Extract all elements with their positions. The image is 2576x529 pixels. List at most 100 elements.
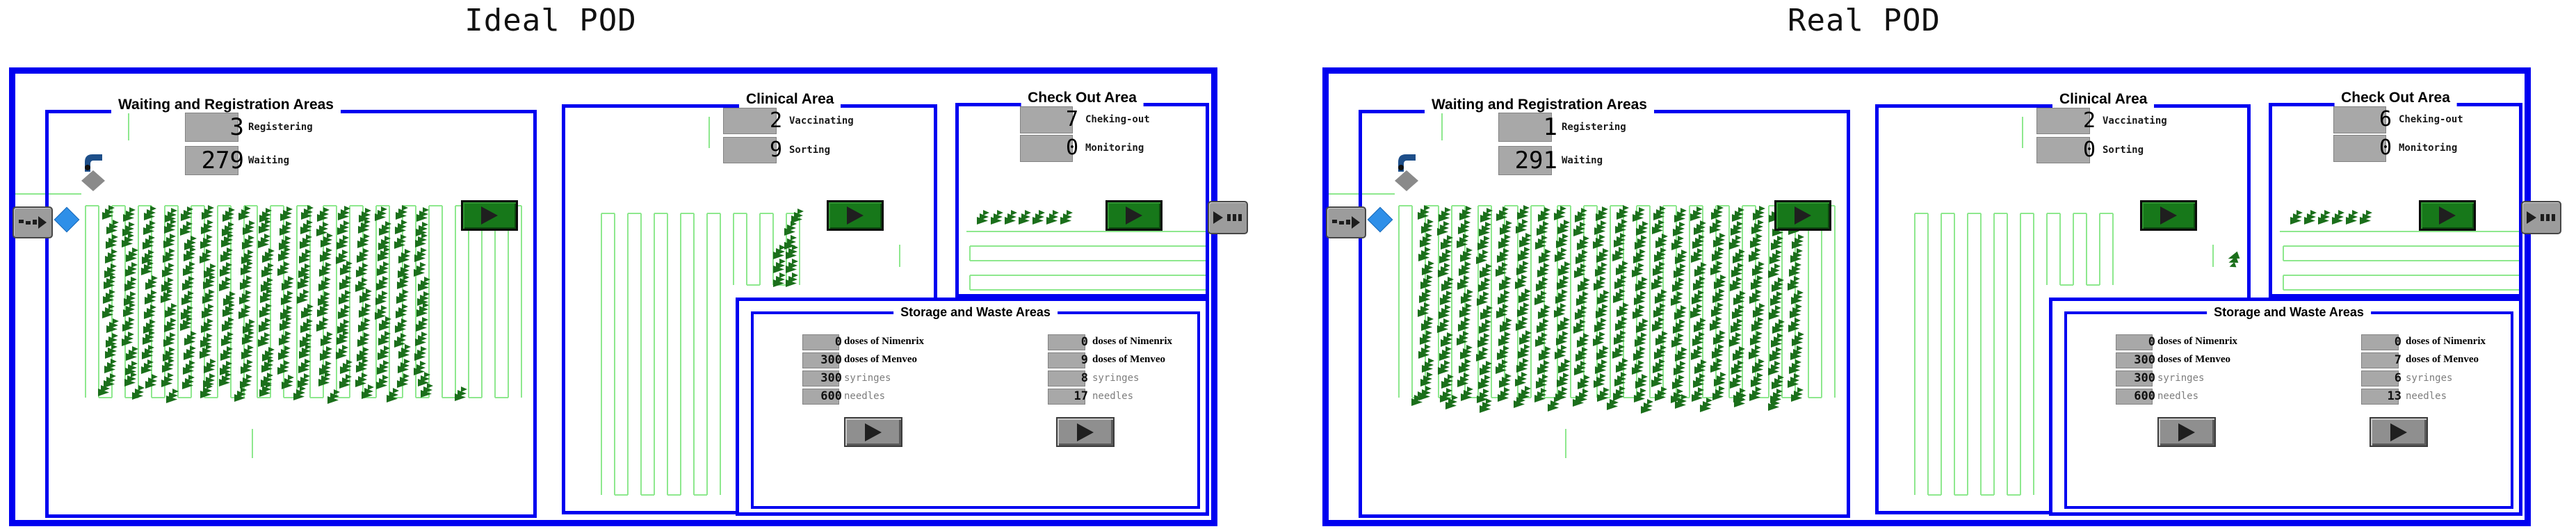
stock-menveo-label: doses of Menveo [844,354,917,365]
used-nimenrix-count: 0 [2394,335,2401,349]
checkout-server-button[interactable] [1105,200,1163,231]
area-title: Storage and Waste Areas [2207,305,2371,319]
used-needles-box [1048,389,1085,405]
monitoring-box [1020,135,1073,162]
sorting-count: 9 [769,138,782,162]
area-title: Check Out Area [2334,90,2457,106]
storage-waste-area: Storage and Waste Areas 0 doses of Nimen… [2064,305,2513,509]
monitoring-box [2333,135,2386,162]
entrance-source-icon [13,206,53,238]
registrar-person-icon [1393,151,1420,195]
pod-outer-border [9,67,1217,526]
sorting-box [723,137,777,163]
stock-menveo-count: 300 [820,353,842,367]
sorting-label: Sorting [2103,145,2144,156]
entrance-source-icon [1326,206,1366,238]
used-menveo-count: 7 [2394,353,2401,367]
used-syringes-count: 8 [1080,371,1088,385]
stock-menveo-box [802,352,839,368]
used-syringes-label: syringes [2406,373,2453,384]
stock-needles-label: needles [844,391,886,402]
ideal-pod-panel: Waiting and Registration Areas Clinical … [9,67,1248,526]
registering-box [1498,113,1552,142]
stock-menveo-box [2116,352,2153,368]
used-needles-label: needles [1092,391,1134,402]
used-needles-label: needles [2406,391,2447,402]
vaccinating-count: 2 [2082,108,2096,133]
play-icon [481,206,498,225]
waiting-label: Waiting [248,155,290,166]
play-icon [2439,206,2456,225]
registration-server-button[interactable] [1774,200,1831,231]
checking-out-count: 6 [2379,107,2392,131]
waiting-count: 291 [1514,147,1557,174]
stock-needles-count: 600 [2134,389,2155,403]
used-syringes-box [1048,371,1085,386]
monitoring-label: Monitoring [2399,143,2458,154]
vaccination-server-button[interactable] [827,200,884,231]
checking-out-count: 7 [1065,107,1078,131]
play-icon [2178,423,2195,441]
stock-menveo-label: doses of Menveo [2157,354,2230,365]
vaccination-server-button[interactable] [2140,200,2197,231]
used-nimenrix-label: doses of Nimenrix [1092,336,1172,347]
stock-menveo-count: 300 [2134,353,2155,367]
panel-title-ideal: Ideal POD [464,3,637,38]
waste-button[interactable] [2370,417,2428,447]
stock-syringes-box [802,371,839,386]
sorting-count: 0 [2082,138,2096,162]
restock-button[interactable] [2157,417,2216,447]
play-icon [847,206,864,225]
play-icon [1126,206,1142,225]
used-nimenrix-box [2361,334,2399,350]
stock-nimenrix-box [802,334,839,350]
waiting-label: Waiting [1562,155,1603,166]
used-menveo-label: doses of Menveo [2406,354,2479,365]
pod-outer-border [1322,67,2531,526]
used-menveo-count: 9 [1080,353,1088,367]
waiting-registration-area: Waiting and Registration Areas [45,97,537,518]
area-title: Clinical Area [2052,91,2155,108]
storage-waste-area: Storage and Waste Areas 0 doses of Nimen… [751,305,1200,509]
used-syringes-box [2361,371,2399,386]
restock-button[interactable] [844,417,902,447]
checking-out-box [1020,106,1073,133]
waste-button[interactable] [1056,417,1115,447]
checkout-server-button[interactable] [2419,200,2476,231]
vaccinating-count: 2 [769,108,782,133]
stock-nimenrix-count: 0 [2148,335,2155,349]
storage-outer-container [2049,298,2522,516]
checking-out-box [2333,106,2386,133]
play-icon [1077,423,1094,441]
stock-syringes-box [2116,371,2153,386]
exit-sink-icon [2521,201,2561,234]
stock-needles-count: 600 [820,389,842,403]
check-out-area: Check Out Area [2269,90,2522,298]
play-icon [1795,206,1811,225]
panel-title-real: Real POD [1788,3,1941,38]
registration-server-button[interactable] [461,200,518,231]
monitoring-count: 0 [1065,136,1078,160]
checking-out-label: Cheking-out [1085,114,1150,125]
stock-syringes-label: syringes [2157,373,2205,384]
registering-count: 3 [229,113,244,141]
used-syringes-count: 6 [2394,371,2401,385]
used-menveo-label: doses of Menveo [1092,354,1165,365]
play-icon [865,423,882,441]
stock-syringes-label: syringes [844,373,891,384]
monitoring-label: Monitoring [1085,143,1144,154]
registering-box [185,113,238,142]
stock-needles-box [2116,389,2153,405]
vaccinating-box [723,108,777,134]
stock-syringes-count: 300 [2134,371,2155,385]
used-needles-count: 13 [2387,389,2401,403]
storage-outer-container [736,298,1209,516]
waiting-box [185,146,238,175]
sorting-label: Sorting [789,145,831,156]
area-title: Storage and Waste Areas [893,305,1058,319]
registering-label: Registering [248,122,313,133]
check-out-area: Check Out Area [955,90,1209,298]
used-nimenrix-box [1048,334,1085,350]
registrar-person-icon [79,151,107,195]
vaccinating-box [2036,108,2090,134]
